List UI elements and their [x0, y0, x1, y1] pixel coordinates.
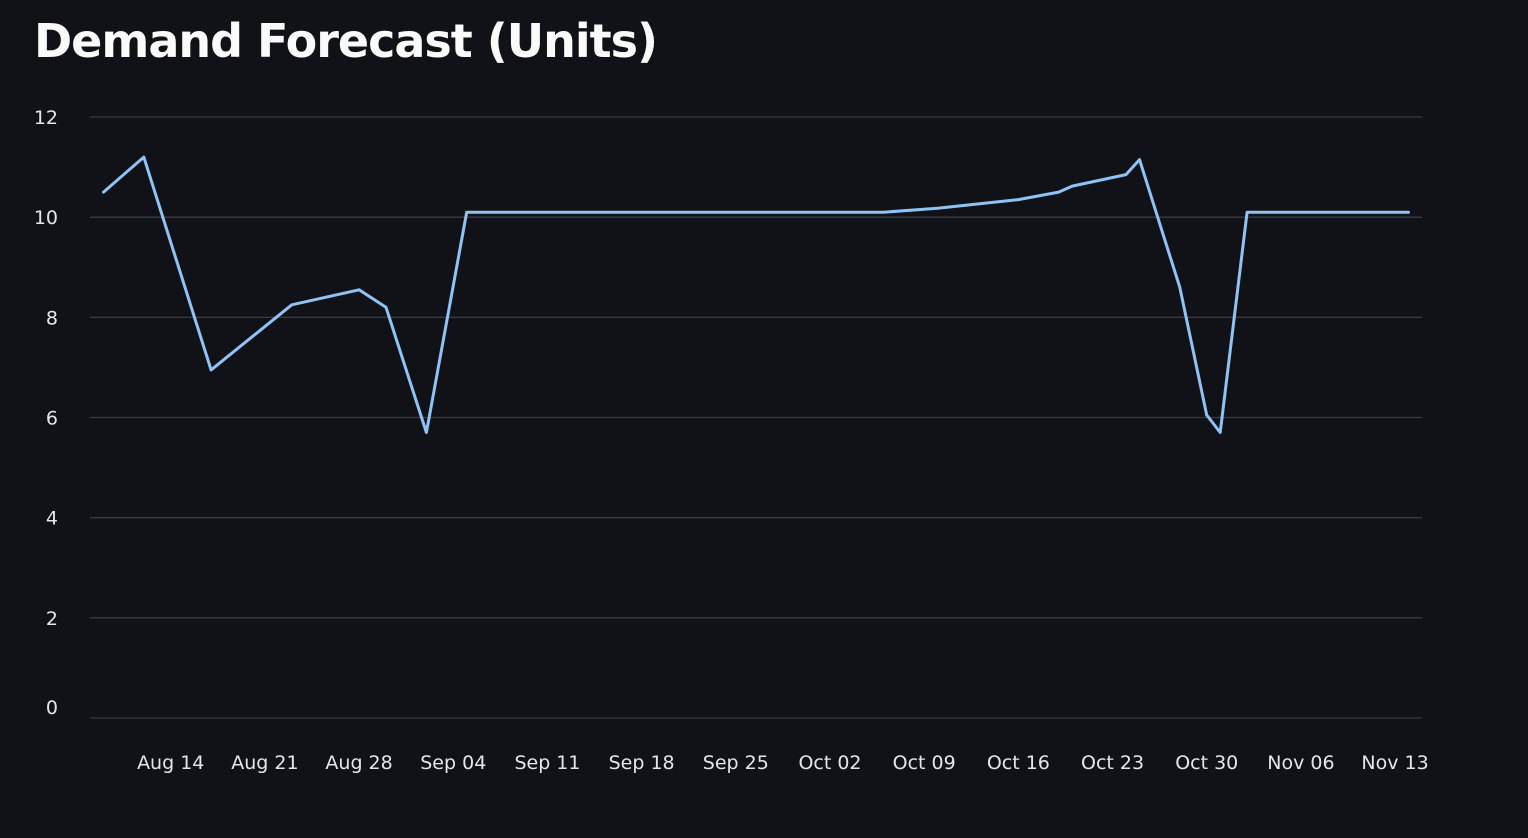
x-tick-label: Oct 23: [1081, 752, 1144, 774]
y-tick-label: 8: [46, 307, 58, 329]
series-line-0: [102, 155, 1410, 434]
x-tick-label: Aug 14: [137, 752, 204, 774]
x-axis: Aug 14 Aug 21 Aug 28 Sep 04 Sep 11 Sep 18 Sep …: [137, 752, 1429, 774]
x-tick-label: Sep 11: [514, 752, 580, 774]
x-tick-label: Aug 28: [325, 752, 392, 774]
y-tick-label: 2: [46, 608, 58, 630]
x-tick-label: Oct 09: [893, 752, 956, 774]
y-tick-label: 4: [46, 508, 58, 530]
series-layer: [102, 155, 1410, 434]
x-tick-label: Aug 21: [231, 752, 298, 774]
x-tick-label: Oct 30: [1175, 752, 1238, 774]
x-tick-label: Oct 16: [987, 752, 1050, 774]
y-tick-label: 6: [46, 408, 58, 430]
y-axis: 0 2 4 6 8 10 12: [34, 107, 58, 719]
x-tick-label: Nov 06: [1267, 752, 1334, 774]
y-tick-label: 12: [34, 107, 58, 129]
x-tick-label: Sep 18: [609, 752, 675, 774]
x-tick-label: Sep 04: [420, 752, 486, 774]
x-tick-label: Oct 02: [798, 752, 861, 774]
y-tick-label: 10: [34, 207, 58, 229]
chart-title: Demand Forecast (Units): [34, 14, 658, 68]
x-tick-label: Nov 13: [1361, 752, 1428, 774]
y-tick-label: 0: [46, 697, 58, 719]
x-tick-label: Sep 25: [703, 752, 769, 774]
grid-lines: [90, 116, 1422, 719]
